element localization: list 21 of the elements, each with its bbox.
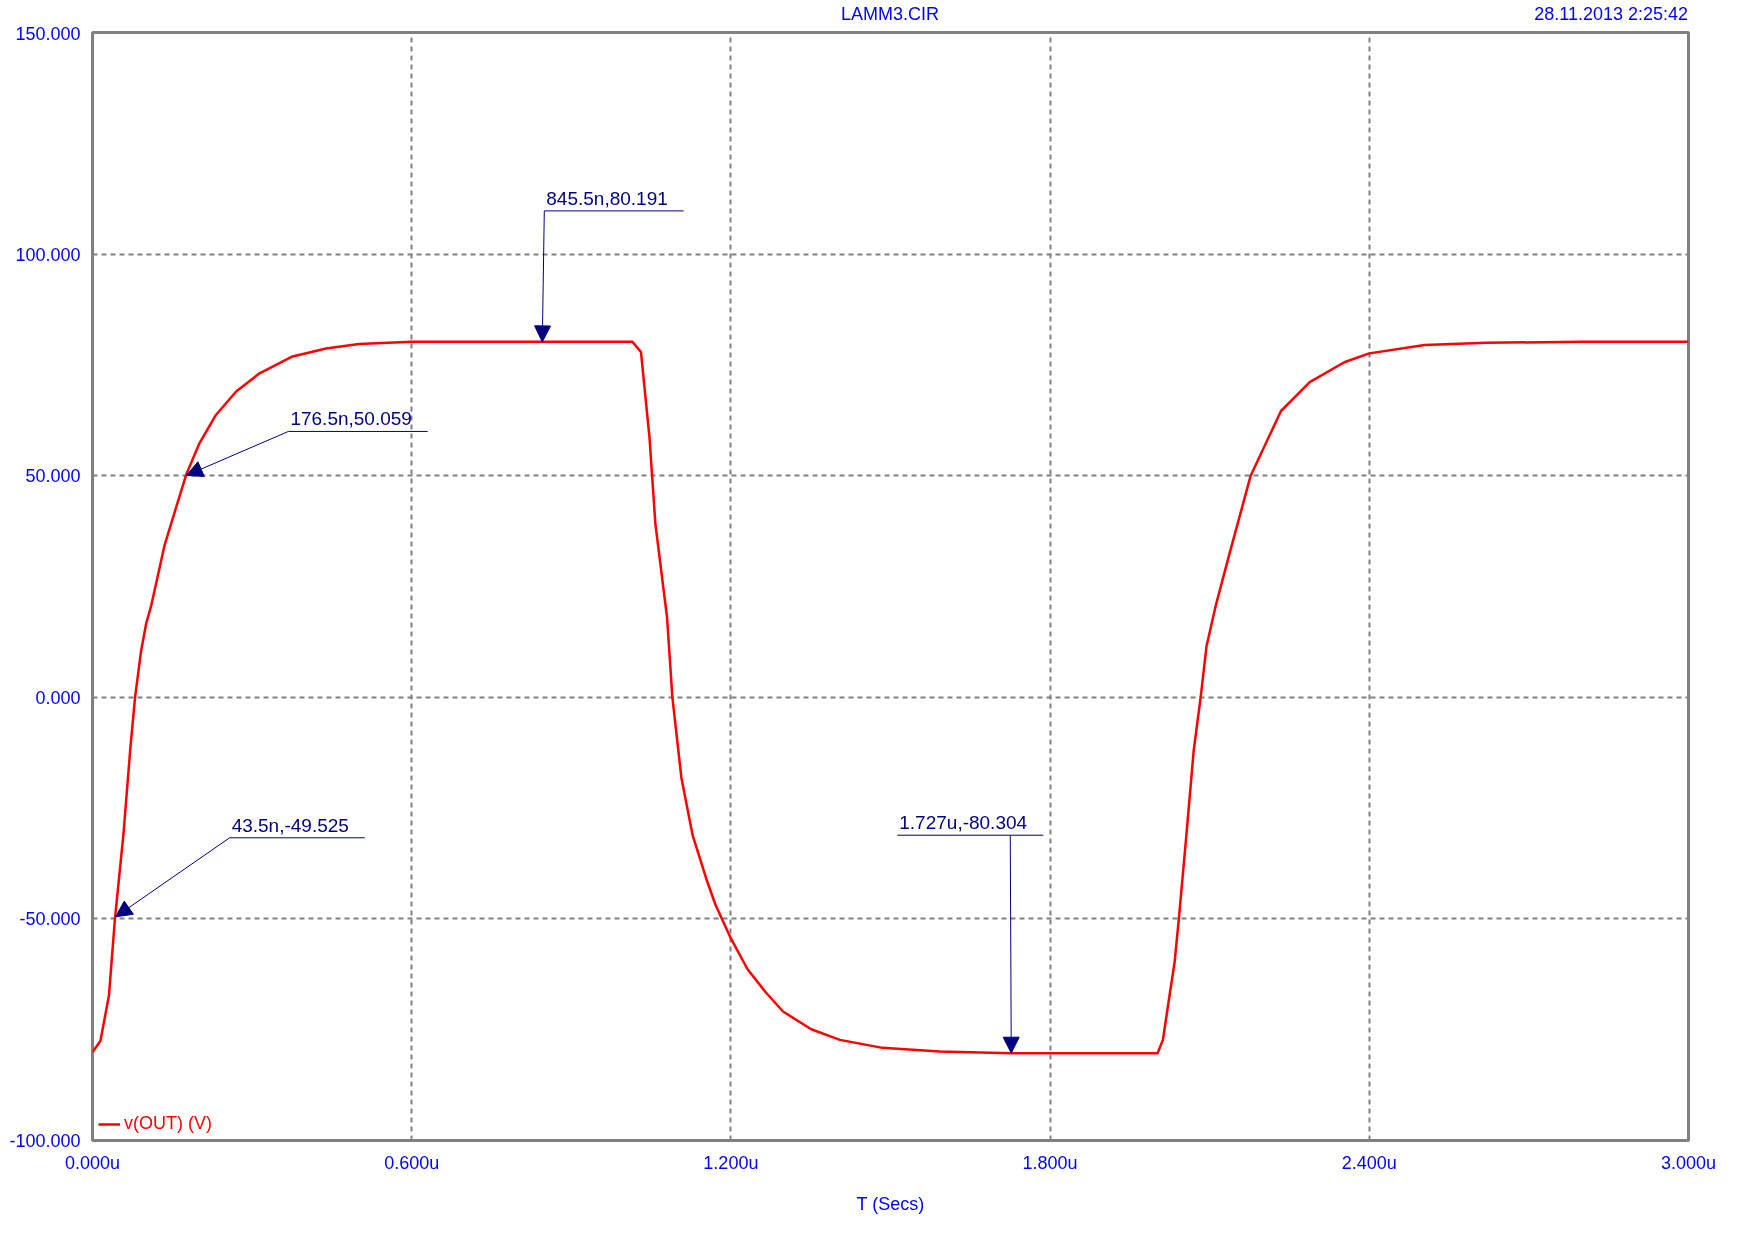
y-tick-label: -100.000	[9, 1131, 81, 1151]
x-tick-label: 2.400u	[1341, 1152, 1397, 1173]
x-tick-label: 0.600u	[384, 1152, 440, 1173]
y-tick-label: 50.000	[25, 466, 81, 487]
x-axis-title: T (Secs)	[856, 1193, 925, 1214]
line-series	[92, 340, 1689, 1055]
y-tick-label: -50.000	[19, 909, 81, 930]
x-tick-label: 0.000u	[64, 1152, 121, 1173]
chart-title: LAMM3.CIR	[840, 4, 940, 24]
annotation: 845.5n,80.191	[546, 187, 668, 209]
legend-label: v(OUT) (V)	[124, 1113, 212, 1134]
y-tick-label: 150.000	[15, 23, 81, 44]
x-tick-label: 1.200u	[703, 1152, 759, 1173]
text: 28.11.2013 2:25:42	[1534, 4, 1688, 24]
y-tick-label: 0.000	[35, 687, 81, 708]
annotation: 1.727u,-80.304	[899, 812, 1028, 834]
annotation: 176.5n,50.059	[290, 408, 412, 430]
y-tick-label: 100.000	[15, 244, 81, 265]
annotation: 43.5n,-49.525	[231, 814, 349, 836]
x-tick-label: 1.800u	[1022, 1152, 1078, 1173]
x-tick-label: 3.000u	[1660, 1152, 1717, 1173]
